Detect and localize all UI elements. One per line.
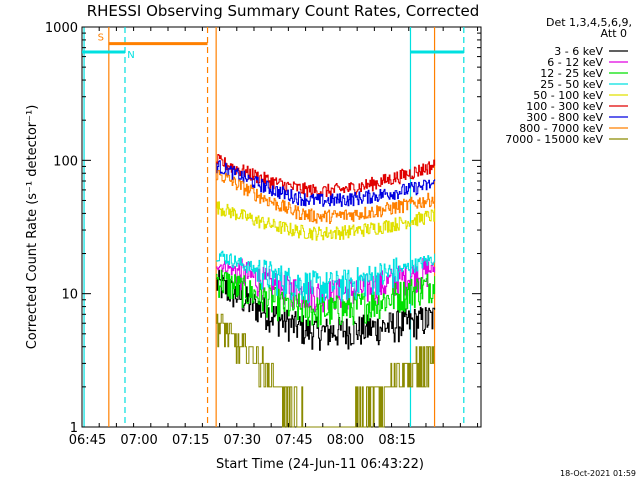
series-line-1 [216,257,436,313]
detector-info-line-1: Det 1,3,4,5,6,9, [546,16,632,29]
series-line-5 [216,154,436,199]
x-tick-label: 07:00 [120,433,157,448]
legend-label: 3 - 6 keV [554,45,603,58]
timestamp: 18-Oct-2021 01:59 [560,469,636,478]
vertical-markers [83,27,465,427]
y-axis: 1 10 100 1000 [45,21,481,436]
flag-label: N [127,50,134,61]
series-line-0 [216,269,436,351]
data-series [216,154,436,428]
x-axis: 06:45 07:00 07:15 07:30 07:45 08:00 08:15 [69,27,479,448]
y-tick-label: 100 [53,154,78,169]
series-line-4 [216,201,436,241]
legend-label: 25 - 50 keV [540,78,603,91]
legend-label: 6 - 12 keV [547,56,603,69]
legend-label: 50 - 100 keV [533,89,603,102]
series-line-3 [216,250,436,304]
y-tick-label: 10 [61,288,78,303]
x-tick-label: 07:45 [275,433,312,448]
series-line-7 [216,170,436,224]
legend-label: 300 - 800 keV [526,111,603,124]
x-tick-label: 08:00 [327,433,364,448]
y-tick-label: 1 [70,421,78,436]
flag-bars: SN [82,33,464,61]
x-tick-label: 08:15 [378,433,415,448]
plot-frame [81,26,482,428]
y-axis-label: Corrected Count Rate (s⁻¹ detector⁻¹) [25,105,40,350]
y-tick-label: 1000 [45,21,78,36]
series-line-2 [216,269,436,328]
x-tick-label: 07:30 [224,433,261,448]
flag-label: S [98,33,104,44]
x-tick-label: 06:45 [69,433,106,448]
x-axis-label: Start Time (24-Jun-11 06:43:22) [216,457,424,472]
series-line-6 [216,160,436,207]
detector-info-line-2: Att 0 [601,27,627,40]
legend-label: 100 - 300 keV [526,100,603,113]
legend-label: 12 - 25 keV [540,67,603,80]
legend-label: 7000 - 15000 keV [505,133,603,146]
x-tick-label: 07:15 [172,433,209,448]
chart-title: RHESSI Observing Summary Count Rates, Co… [87,2,480,20]
series-line-8 [216,313,435,428]
legend-label: 800 - 7000 keV [519,122,603,135]
